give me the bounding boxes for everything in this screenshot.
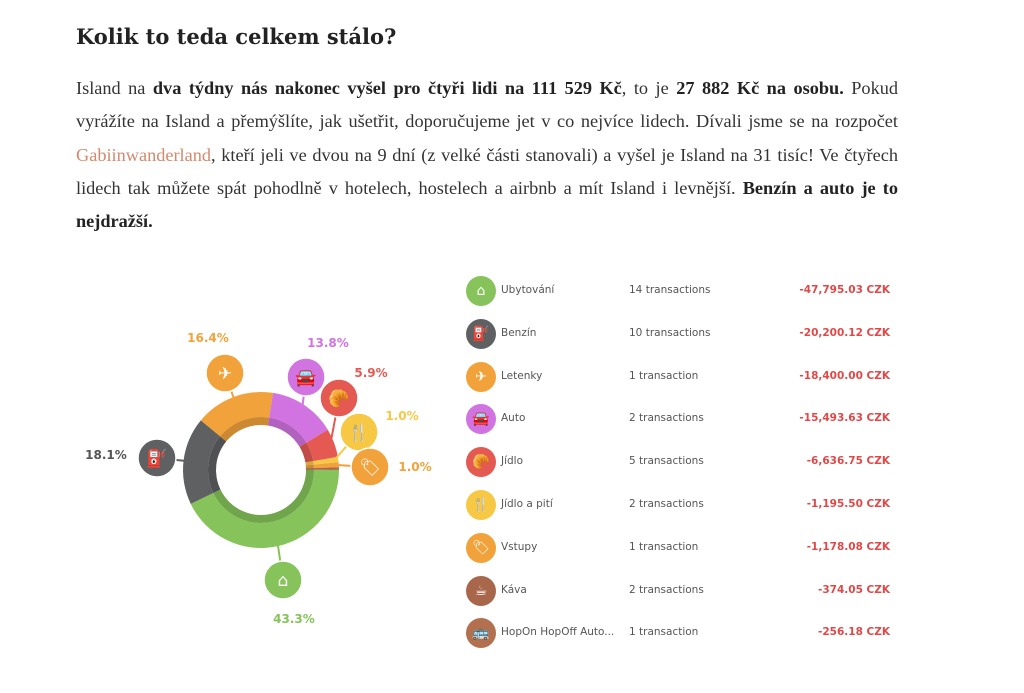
transaction-count: 1 transaction (629, 540, 699, 553)
svg-text:🚘: 🚘 (295, 368, 316, 388)
amount: -1,195.50 CZK (806, 498, 890, 510)
slice-8 (313, 468, 339, 470)
slice-inner-3 (267, 417, 307, 447)
category-name: Káva (501, 583, 527, 596)
legend-row[interactable]: ☕ Káva 2 transactions -374.05 CZK (466, 575, 890, 606)
ticket-tag-icon: 🏷 (466, 532, 496, 563)
home-icon: ⌂ (466, 276, 496, 306)
amount: -20,200.12 CZK (799, 326, 890, 339)
text: Island na (76, 78, 153, 98)
category-name: Benzín (501, 326, 537, 339)
slice-0 (190, 470, 339, 548)
slice-inner-8 (305, 469, 314, 470)
category-name: Letenky (501, 369, 543, 382)
text: Pokud vyrážíte na Island a přemýšlíte, j… (76, 78, 898, 132)
category-name: Auto (501, 412, 526, 425)
category-name: Vstupy (501, 540, 538, 553)
transaction-count: 2 transactions (629, 412, 704, 425)
section-heading: Kolik to teda celkem stálo? (76, 24, 397, 49)
percent-label: 1.0% (385, 409, 418, 423)
text: , to je (621, 78, 677, 98)
slice-inner-7 (305, 468, 314, 470)
percent-label: 5.9% (354, 366, 387, 380)
slice-7 (313, 467, 339, 470)
transaction-count: 1 transaction (629, 369, 699, 382)
legend-row[interactable]: ⛽ Benzín 10 transactions -20,200.12 CZK (466, 318, 890, 349)
coffee-icon: ☕ (466, 575, 496, 606)
category-name: HopOn HopOff Auto... (501, 626, 615, 639)
svg-text:✈: ✈ (218, 364, 232, 384)
legend-row[interactable]: ⌂ Ubytování 14 transactions -47,795.03 C… (466, 276, 890, 306)
slice-4 (306, 429, 338, 462)
category-name: Jídlo (501, 455, 524, 468)
slice-inner-1 (207, 436, 227, 494)
fuel-pump-icon: ⛽ (137, 438, 177, 478)
category-name: Ubytování (501, 284, 555, 296)
legend-row[interactable]: 🥐 Jídlo 5 transactions -6,636.75 CZK (466, 447, 890, 478)
croissant-icon: 🥐 (319, 378, 359, 418)
amount: -256.18 CZK (818, 626, 890, 639)
car-icon: 🚘 (466, 404, 496, 435)
amount: -374.05 CZK (818, 583, 890, 596)
svg-text:🍴: 🍴 (348, 422, 369, 443)
summary-paragraph: Island na dva týdny nás nakonec vyšel pr… (76, 72, 898, 238)
amount: -47,795.03 CZK (799, 284, 890, 296)
transaction-count: 5 transactions (629, 455, 704, 468)
legend-row[interactable]: ✈ Letenky 1 transaction -18,400.00 CZK (466, 361, 890, 392)
legend-row[interactable]: 🚘 Auto 2 transactions -15,493.63 CZK (466, 404, 890, 435)
svg-text:🏷: 🏷 (359, 458, 381, 478)
slice-inner-2 (220, 417, 270, 442)
home-icon: ⌂ (263, 560, 303, 600)
slice-inner-4 (299, 442, 314, 463)
fork-knife-icon: 🍴 (339, 412, 379, 452)
percent-label: 16.4% (187, 331, 229, 345)
percent-label: 13.8% (307, 336, 349, 350)
bold-text: dva týdny nás nakonec vyšel pro čtyři li… (152, 78, 622, 98)
bold-text: Benzín a auto je to nejdražší. (76, 177, 898, 232)
svg-text:⌂: ⌂ (278, 571, 289, 591)
transaction-count: 14 transactions (629, 284, 711, 296)
gabiinwanderland-link[interactable]: Gabiinwanderland (76, 144, 212, 165)
fuel-pump-icon: ⛽ (466, 318, 496, 349)
percent-label: 1.0% (398, 460, 431, 474)
slice-3 (269, 392, 328, 443)
transaction-count: 2 transactions (629, 583, 704, 596)
percent-label: 18.1% (85, 448, 127, 462)
ticket-tag-icon: 🏷 (350, 447, 390, 487)
svg-text:🥐: 🥐 (328, 389, 349, 409)
transaction-count: 1 transaction (629, 626, 699, 639)
croissant-icon: 🥐 (466, 447, 496, 478)
transaction-count: 2 transactions (629, 498, 704, 510)
amount: -15,493.63 CZK (799, 412, 890, 425)
amount: -6,636.75 CZK (806, 455, 890, 468)
legend-row[interactable]: 🏷 Vstupy 1 transaction -1,178.08 CZK (466, 532, 890, 563)
bold-text: 27 882 Kč na osobu. (676, 78, 844, 98)
fork-knife-icon: 🍴 (466, 490, 496, 520)
bus-icon: 🚌 (466, 618, 496, 649)
slice-inner-0 (213, 470, 314, 524)
slice-5 (313, 456, 339, 465)
slice-1 (182, 420, 221, 504)
slice-2 (200, 391, 274, 437)
svg-text:⛽: ⛽ (146, 448, 167, 469)
slice-inner-5 (305, 461, 314, 466)
text: , kteří jeli ve dvou na 9 dní (z velké č… (76, 144, 898, 198)
percent-label: 43.3% (273, 612, 315, 626)
transaction-count: 10 transactions (629, 326, 711, 339)
legend-row[interactable]: 🚌 HopOn HopOff Auto... 1 transaction -25… (466, 618, 890, 649)
slice-6 (313, 462, 339, 469)
slice-inner-6 (305, 464, 314, 469)
amount: -1,178.08 CZK (806, 540, 890, 553)
legend-row[interactable]: 🍴 Jídlo a pití 2 transactions -1,195.50 … (466, 490, 890, 520)
airplane-icon: ✈ (205, 353, 245, 393)
category-name: Jídlo a pití (501, 498, 553, 510)
amount: -18,400.00 CZK (799, 369, 890, 382)
airplane-icon: ✈ (466, 361, 496, 392)
car-icon: 🚘 (286, 357, 326, 397)
